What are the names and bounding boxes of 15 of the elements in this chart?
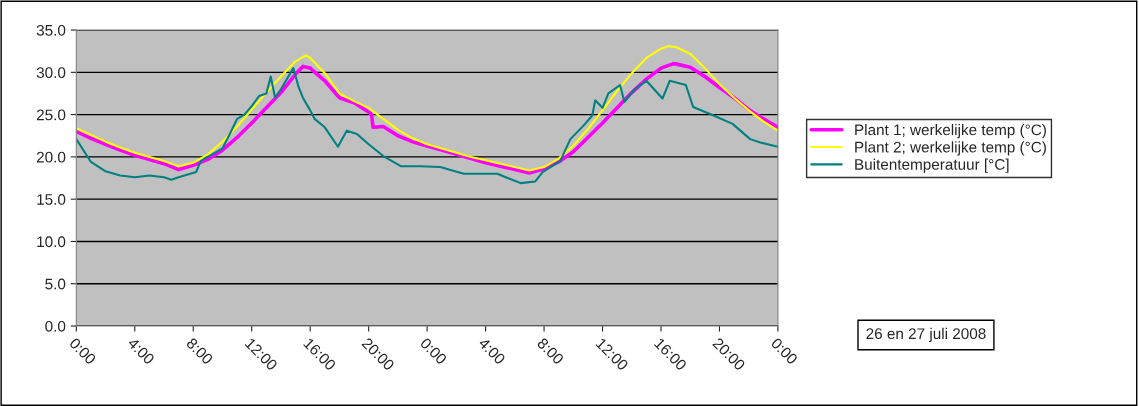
x-tick-label: 4:00 bbox=[477, 336, 506, 365]
legend-label: Buitentemperatuur [°C] bbox=[855, 158, 1009, 173]
y-tick-label: 15.0 bbox=[37, 194, 66, 205]
text: 26 en 27 juli 2008 bbox=[866, 327, 986, 343]
y-tick-label: 10.0 bbox=[37, 236, 66, 248]
y-tick-label: 20.0 bbox=[36, 151, 66, 163]
y-tick-label: 5.0 bbox=[45, 278, 66, 290]
legend-label: Plant 1; werkelijke temp (°C) bbox=[855, 124, 1046, 139]
y-tick-label: 0.0 bbox=[45, 320, 66, 332]
x-tick-label: 4:00 bbox=[127, 336, 156, 365]
legend-label: Plant 2; werkelijke temp (°C) bbox=[855, 141, 1046, 156]
line-series bbox=[76, 45, 778, 172]
y-tick-label: 35.0 bbox=[36, 24, 66, 36]
y-tick-label: 30.0 bbox=[36, 67, 66, 79]
y-tick-label: 25.0 bbox=[36, 109, 66, 121]
